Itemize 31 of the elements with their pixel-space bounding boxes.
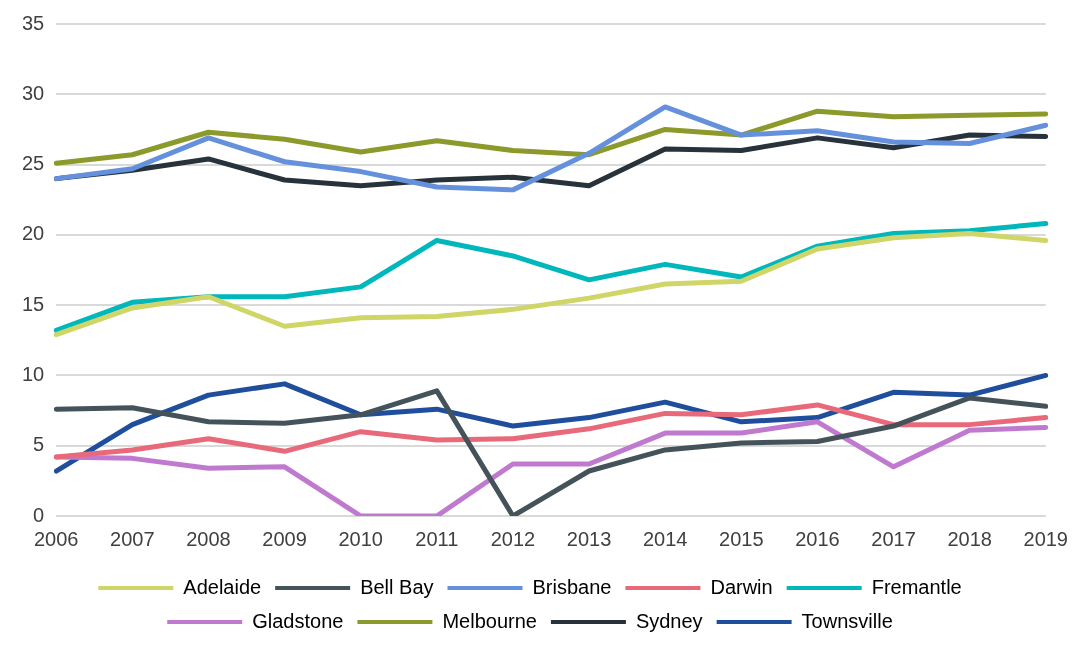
x-tick-label: 2014 — [642, 527, 688, 550]
legend-label: Fremantle — [871, 575, 962, 598]
y-tick-label: 5 — [33, 433, 45, 456]
y-tick-label: 0 — [33, 503, 45, 526]
legend-label: Sydney — [635, 609, 703, 632]
x-tick-label: 2016 — [795, 527, 840, 550]
x-tick-label: 2017 — [871, 527, 916, 550]
x-tick-label: 2009 — [262, 527, 307, 550]
x-tick-label: 2008 — [186, 527, 231, 550]
legend-label: Melbourne — [442, 609, 537, 632]
x-tick-label: 2012 — [490, 527, 536, 550]
legend-label: Bell Bay — [360, 575, 434, 598]
legend-label: Adelaide — [183, 575, 262, 598]
x-tick-label: 2013 — [566, 527, 612, 550]
x-tick-label: 2006 — [34, 527, 79, 550]
x-tick-label: 2019 — [1023, 527, 1068, 550]
y-tick-label: 10 — [22, 362, 45, 385]
y-tick-label: 35 — [22, 11, 45, 34]
x-tick-label: 2015 — [719, 527, 764, 550]
x-tick-label: 2007 — [110, 527, 155, 550]
x-tick-label: 2018 — [947, 527, 992, 550]
legend-label: Brisbane — [532, 575, 612, 598]
y-tick-label: 25 — [22, 152, 45, 175]
legend-label: Darwin — [710, 575, 773, 598]
y-tick-label: 30 — [22, 81, 45, 104]
y-tick-label: 15 — [22, 292, 45, 315]
x-tick-label: 2010 — [338, 527, 383, 550]
y-tick-label: 20 — [22, 222, 45, 245]
x-tick-label: 2011 — [415, 527, 459, 550]
legend-label: Townsville — [801, 609, 893, 632]
legend-label: Gladstone — [252, 609, 344, 632]
